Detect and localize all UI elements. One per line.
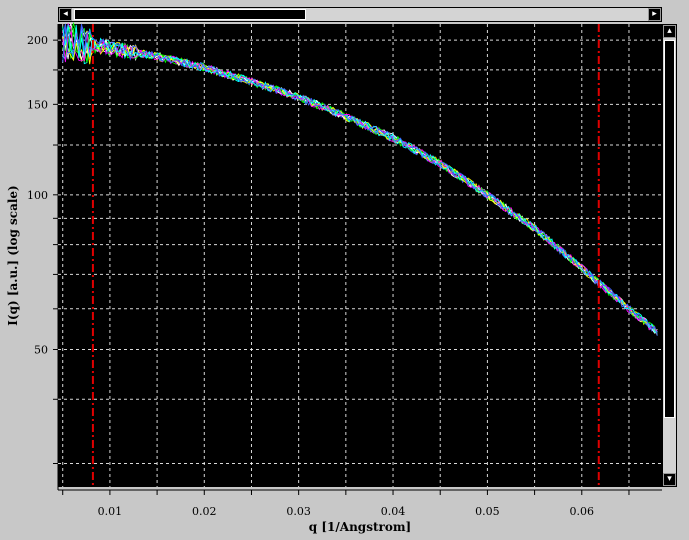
y-axis-label: I(q) [a.u.] (log scale) [6, 185, 20, 325]
x-tick-label: 0.01 [98, 505, 123, 518]
y-tick-label: 100 [27, 189, 48, 202]
series-line [62, 28, 658, 333]
horizontal-scroll-thumb[interactable] [74, 9, 306, 20]
x-tick-label: 0.03 [286, 505, 311, 518]
vertical-scrollbar[interactable]: ▴ ▾ [662, 24, 677, 487]
x-axis-label: q [1/Angstrom] [309, 520, 411, 534]
scroll-right-icon[interactable]: ▸ [648, 8, 661, 21]
scroll-down-icon[interactable]: ▾ [663, 473, 676, 486]
scroll-up-icon[interactable]: ▴ [663, 25, 676, 38]
plot-area [58, 24, 662, 487]
y-tick-label: 200 [27, 34, 48, 47]
vertical-scroll-thumb[interactable] [664, 40, 675, 418]
horizontal-scrollbar[interactable]: ◂ ▸ [58, 7, 662, 22]
y-tick-label: 50 [34, 343, 48, 356]
x-tick-label: 0.04 [381, 505, 406, 518]
y-tick-label: 150 [27, 98, 48, 111]
scroll-left-icon[interactable]: ◂ [59, 8, 72, 21]
x-tick-label: 0.06 [570, 505, 595, 518]
series-line [62, 23, 658, 336]
x-tick-label: 0.02 [192, 505, 217, 518]
x-tick-label: 0.05 [475, 505, 500, 518]
